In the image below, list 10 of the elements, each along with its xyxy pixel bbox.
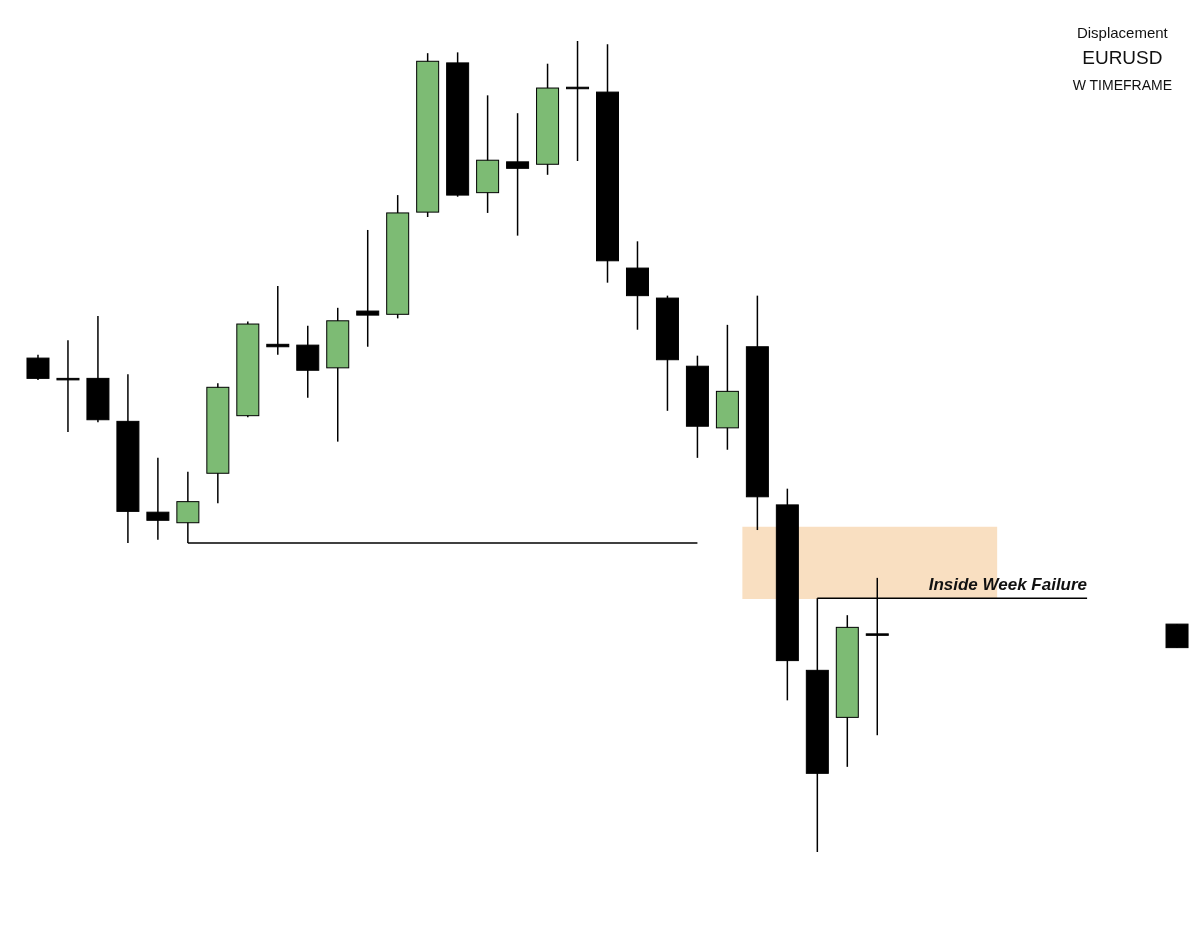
candlestick (1165, 623, 1189, 649)
candlestick (506, 112, 530, 237)
candlestick (56, 339, 80, 433)
text: W TIMEFRAME (1072, 77, 1172, 93)
chart-title: EURUSD (1081, 47, 1164, 69)
annotation: Displacement (1075, 24, 1169, 41)
candlestick (356, 229, 380, 348)
annotation: Inside Week Failure (928, 575, 1088, 595)
candlestick (146, 457, 170, 541)
candlestick (26, 354, 50, 381)
